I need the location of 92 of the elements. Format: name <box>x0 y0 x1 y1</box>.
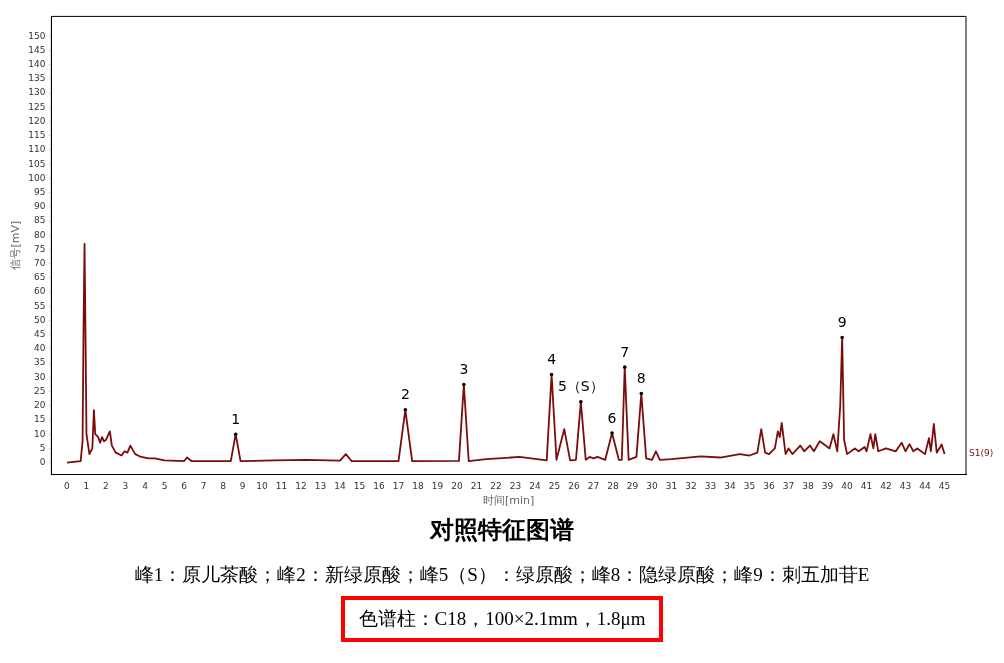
x-tick-label: 23 <box>509 480 522 491</box>
annotation: 1 <box>231 410 241 427</box>
y-tick-label: 25 <box>33 385 46 396</box>
y-tick-label: 120 <box>28 115 46 126</box>
y-tick-label: 135 <box>28 73 46 84</box>
x-tick-label: 42 <box>880 480 892 491</box>
x-tick-label: 2 <box>103 480 109 491</box>
x-tick-label: 43 <box>899 480 912 491</box>
y-tick-label: 40 <box>33 343 46 354</box>
x-tick-label: 13 <box>314 480 327 491</box>
y-tick-label: 95 <box>33 186 46 197</box>
y-tick-label: 45 <box>33 329 46 340</box>
y-tick-label: 140 <box>28 59 46 70</box>
x-tick-label: 15 <box>353 480 366 491</box>
x-tick-label: 40 <box>841 480 854 491</box>
y-tick-label: 5 <box>39 442 46 453</box>
y-tick-label: 15 <box>33 414 46 425</box>
y-tick-label: 100 <box>28 172 46 183</box>
x-tick-label: 28 <box>607 480 620 491</box>
annotation: 4 <box>547 351 557 368</box>
text: 色谱柱：C18，100×2.1mm，1.8μm <box>340 596 664 642</box>
y-tick-label: 150 <box>28 30 46 41</box>
annotation: 2 <box>400 386 410 403</box>
x-tick-label: 25 <box>548 480 561 491</box>
x-tick-label: 35 <box>743 480 756 491</box>
y-tick-label: 65 <box>33 272 46 283</box>
y-tick-label: 10 <box>33 428 46 439</box>
annotation: 6 <box>607 409 617 426</box>
x-tick-label: 17 <box>392 480 405 491</box>
x-tick-label: 11 <box>275 480 288 491</box>
y-tick-label: 90 <box>33 201 46 212</box>
x-tick-label: 10 <box>256 480 268 491</box>
x-tick-label: 0 <box>64 480 71 491</box>
y-tick-label: 30 <box>33 371 46 382</box>
x-tick-label: 12 <box>295 480 307 491</box>
text: S1(9) <box>969 448 994 459</box>
y-tick-label: 85 <box>33 215 46 226</box>
y-axis-title: 信号[mV] <box>9 220 23 270</box>
x-tick-label: 33 <box>704 480 717 491</box>
x-tick-label: 26 <box>568 480 581 491</box>
x-tick-label: 7 <box>200 480 207 491</box>
y-tick-label: 50 <box>33 314 46 325</box>
y-tick-label: 35 <box>33 357 46 368</box>
x-tick-label: 4 <box>142 480 149 491</box>
x-tick-label: 3 <box>122 480 129 491</box>
annotation: 7 <box>620 343 630 360</box>
x-tick-label: 31 <box>665 480 678 491</box>
x-tick-label: 37 <box>782 480 795 491</box>
y-tick-label: 115 <box>28 130 46 141</box>
x-axis-title: 时间[min] <box>483 494 535 508</box>
x-tick-label: 8 <box>220 480 227 491</box>
x-tick-label: 9 <box>239 480 246 491</box>
x-tick-label: 1 <box>83 480 90 491</box>
x-tick-label: 38 <box>802 480 815 491</box>
x-tick-label: 30 <box>646 480 659 491</box>
y-tick-label: 80 <box>33 229 46 240</box>
y-tick-label: 145 <box>28 44 46 55</box>
x-tick-label: 29 <box>626 480 639 491</box>
x-tick-label: 32 <box>685 480 697 491</box>
text: 对照特征图谱 <box>428 515 575 546</box>
x-tick-label: 27 <box>587 480 600 491</box>
annotation: 9 <box>837 314 847 331</box>
text: 峰1：原儿茶酸；峰2：新绿原酸；峰5（S）：绿原酸；峰8：隐绿原酸；峰9：刺五加苷E <box>134 563 870 587</box>
x-tick-label: 36 <box>763 480 776 491</box>
y-tick-label: 110 <box>28 144 46 155</box>
y-tick-label: 60 <box>33 286 46 297</box>
x-tick-label: 5 <box>161 480 168 491</box>
x-tick-label: 20 <box>451 480 464 491</box>
x-tick-label: 45 <box>938 480 951 491</box>
x-tick-label: 19 <box>431 480 444 491</box>
y-tick-label: 20 <box>33 400 46 411</box>
annotation: 3 <box>459 361 469 378</box>
y-tick-label: 55 <box>33 300 46 311</box>
x-tick-label: 21 <box>470 480 483 491</box>
x-tick-label: 22 <box>490 480 502 491</box>
x-tick-label: 44 <box>919 480 932 491</box>
x-tick-label: 18 <box>412 480 425 491</box>
x-tick-label: 6 <box>181 480 188 491</box>
x-tick-label: 39 <box>821 480 834 491</box>
annotation: 8 <box>636 370 646 387</box>
x-tick-label: 14 <box>334 480 346 491</box>
y-tick-label: 130 <box>28 87 46 98</box>
y-tick-label: 75 <box>33 243 46 254</box>
annotation: 5（S） <box>557 378 604 395</box>
y-tick-label: 70 <box>33 258 46 269</box>
x-tick-label: 34 <box>724 480 737 491</box>
x-tick-label: 16 <box>373 480 385 491</box>
y-tick-label: 0 <box>39 456 46 467</box>
y-tick-label: 125 <box>28 101 46 112</box>
x-tick-label: 24 <box>529 480 542 491</box>
y-tick-label: 105 <box>28 158 46 169</box>
x-tick-label: 41 <box>860 480 873 491</box>
